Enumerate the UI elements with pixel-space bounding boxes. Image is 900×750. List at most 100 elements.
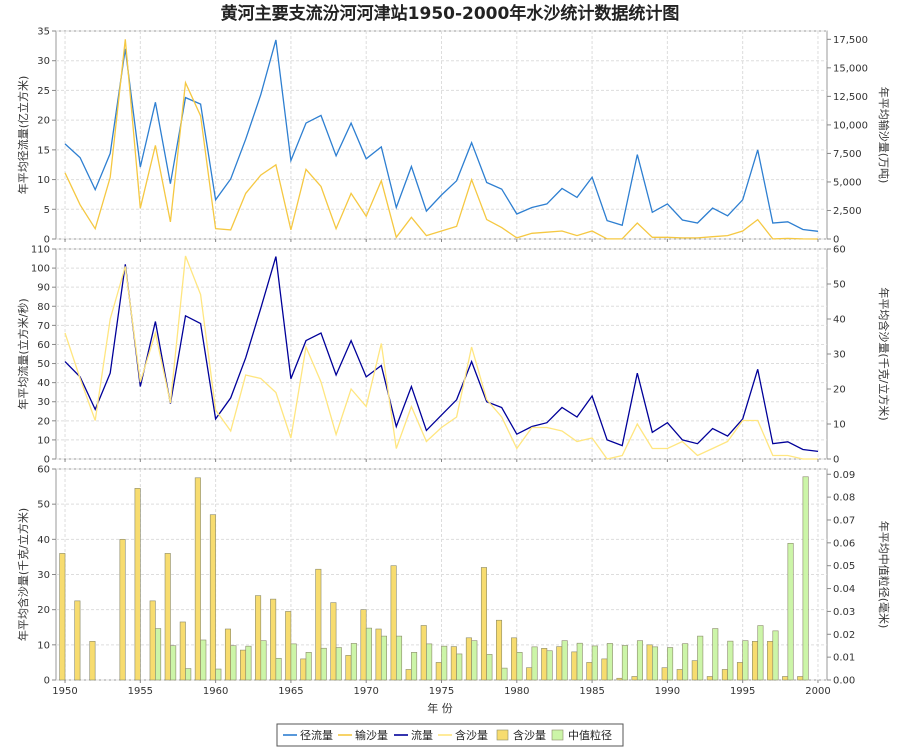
y-left-tick-label: 110	[31, 245, 50, 256]
bar	[646, 644, 653, 681]
bar	[59, 553, 66, 681]
bar	[209, 514, 216, 681]
series-line-2	[64, 255, 818, 460]
y-right-tick-label: 17,500	[833, 35, 868, 46]
bar	[591, 645, 598, 681]
legend-label: 含沙量	[513, 728, 546, 742]
y-right-tick-label: 5,000	[833, 177, 862, 188]
x-tick-label: 1980	[504, 686, 529, 697]
bar	[260, 640, 267, 681]
series-line-2	[64, 39, 819, 240]
bar	[727, 640, 734, 681]
y-right-tick-label: 50	[833, 280, 846, 291]
bar	[586, 662, 593, 681]
bar	[576, 642, 583, 681]
bar	[330, 602, 337, 681]
bar	[170, 645, 177, 681]
bar	[441, 645, 448, 681]
legend-label: 输沙量	[355, 728, 388, 742]
bar	[305, 652, 312, 681]
x-tick-label: 1955	[128, 686, 153, 697]
y-left-tick-label: 35	[37, 27, 50, 38]
legend-item: 中值粒径	[551, 728, 612, 742]
bar	[426, 643, 433, 681]
plot-area-1	[55, 30, 828, 240]
y-right-tick-label: 20	[833, 385, 846, 396]
bar	[667, 647, 674, 681]
x-tick-label: 1995	[730, 686, 755, 697]
y-right-tick-label: 60	[833, 245, 846, 256]
legend-item: 含沙量	[438, 728, 488, 742]
y-right-tick-label: 2,500	[833, 206, 862, 217]
bar	[320, 647, 327, 681]
x-tick-label: 1990	[655, 686, 680, 697]
bar	[275, 657, 282, 681]
bar	[134, 488, 141, 681]
bar	[636, 640, 643, 681]
y-left-tick-label: 100	[31, 264, 50, 275]
bar	[471, 640, 478, 681]
bar	[697, 635, 704, 681]
x-tick-label: 1960	[203, 686, 228, 697]
bar	[300, 658, 307, 681]
bar	[194, 477, 201, 681]
y-right-axis-label: 年平均含沙量(千克/立方米)	[877, 287, 891, 420]
bar	[752, 641, 759, 681]
bar	[601, 658, 608, 681]
y-left-tick-label: 40	[37, 535, 50, 546]
bar	[531, 646, 538, 681]
x-tick-label: 1975	[429, 686, 454, 697]
bar	[682, 643, 689, 681]
bar	[240, 649, 247, 681]
y-left-tick-label: 5	[44, 205, 50, 216]
y-left-tick-label: 60	[37, 465, 50, 476]
y-left-tick-label: 10	[37, 435, 50, 446]
y-left-tick-label: 0	[44, 235, 50, 246]
bar	[405, 669, 412, 681]
bar	[179, 621, 186, 681]
bar	[360, 609, 367, 681]
y-right-tick-label: 15,000	[833, 63, 868, 74]
bar	[155, 628, 162, 681]
legend-label: 中值粒径	[568, 728, 612, 742]
bar	[335, 647, 342, 681]
y-left-tick-label: 20	[37, 605, 50, 616]
bar	[420, 625, 427, 681]
y-right-tick-label: 0	[833, 455, 839, 466]
y-left-tick-label: 0	[44, 676, 50, 687]
y-left-tick-label: 15	[37, 145, 50, 156]
bar	[89, 641, 96, 681]
bar	[797, 676, 804, 681]
legend-swatch-box	[496, 729, 509, 741]
y-right-tick-label: 10	[833, 420, 846, 431]
y-left-axis-label: 年平均径流量(亿立方米)	[16, 76, 30, 195]
y-left-tick-label: 30	[37, 397, 50, 408]
x-tick-label: 2000	[805, 686, 830, 697]
y-right-tick-label: 30	[833, 350, 846, 361]
bar	[245, 645, 252, 681]
bar	[74, 600, 81, 681]
bar	[230, 645, 237, 681]
bar	[721, 669, 728, 681]
y-left-tick-label: 50	[37, 359, 50, 370]
y-left-tick-label: 25	[37, 86, 50, 97]
x-tick-label: 1985	[579, 686, 604, 697]
y-left-axis-label: 年平均含沙量(千克/立方米)	[16, 508, 30, 641]
x-tick-label: 1965	[278, 686, 303, 697]
legend-label: 径流量	[300, 728, 333, 742]
bar	[621, 645, 628, 681]
bar	[285, 611, 292, 681]
bar	[411, 652, 418, 681]
y-right-tick-label: 10,000	[833, 120, 868, 131]
y-left-tick-label: 10	[37, 640, 50, 651]
bar	[516, 652, 523, 681]
bar	[149, 600, 156, 681]
y-right-tick-label: 7,500	[833, 149, 862, 160]
bar	[691, 660, 698, 681]
bar	[652, 646, 659, 681]
bar	[501, 667, 508, 681]
bar	[496, 619, 503, 681]
bar	[380, 635, 387, 681]
bar	[164, 553, 171, 681]
